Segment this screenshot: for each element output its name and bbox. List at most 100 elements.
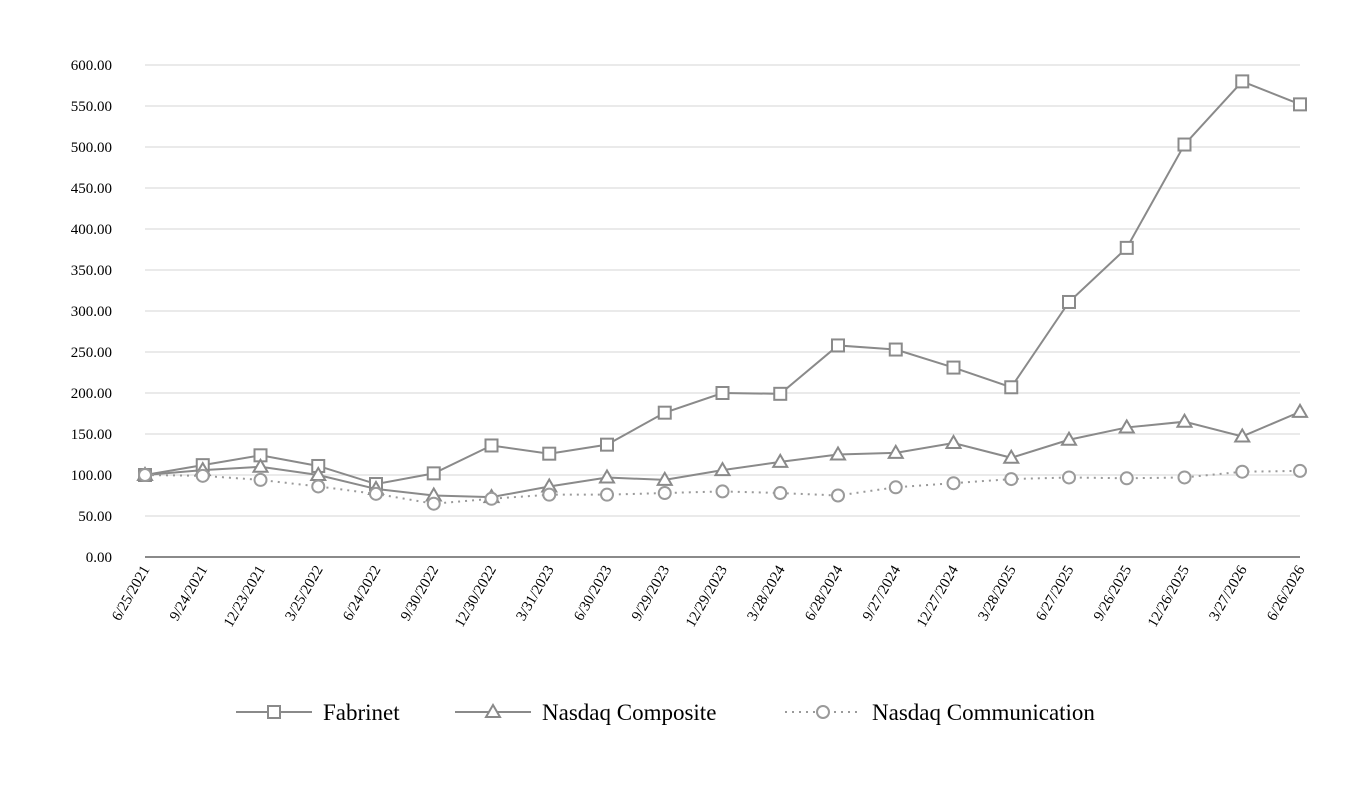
x-tick-label: 6/30/2023 [571, 563, 615, 624]
x-tick-label: 12/26/2025 [1145, 563, 1193, 630]
legend-item: Nasdaq Communication [785, 700, 1095, 725]
data-point [831, 338, 845, 353]
x-tick-label: 3/31/2023 [513, 563, 557, 624]
data-point [484, 438, 499, 453]
legend-item: Fabrinet [236, 700, 400, 725]
x-tick-label: 6/25/2021 [109, 563, 153, 624]
y-tick-label: 500.00 [71, 140, 112, 156]
data-point [1004, 380, 1019, 395]
gridlines [145, 64, 1300, 517]
legend-label: Nasdaq Communication [872, 700, 1095, 725]
data-point [1002, 448, 1020, 464]
data-point [1062, 294, 1076, 309]
y-tick-label: 0.00 [86, 550, 112, 566]
data-point [829, 445, 847, 461]
data-point [1235, 464, 1250, 479]
data-point [831, 488, 845, 503]
data-point [600, 437, 614, 452]
data-point [887, 443, 905, 459]
x-tick-label: 6/26/2026 [1264, 563, 1309, 624]
data-point [1062, 470, 1076, 485]
x-tick-label: 3/28/2024 [744, 563, 789, 624]
data-point [773, 386, 788, 401]
data-point [715, 484, 730, 499]
data-point [311, 479, 326, 494]
data-point [1119, 471, 1134, 486]
data-point [888, 342, 903, 357]
data-point [195, 468, 210, 483]
data-point [1060, 430, 1078, 446]
legend-item: Nasdaq Composite [455, 700, 716, 725]
data-point [656, 470, 674, 486]
data-point [251, 457, 270, 473]
legend-marker [267, 705, 281, 719]
x-tick-label: 12/23/2021 [221, 563, 269, 630]
x-tick-label: 9/30/2022 [398, 563, 442, 624]
x-tick-label: 9/27/2024 [860, 563, 905, 624]
series-triangle [136, 402, 1309, 504]
data-point [138, 468, 152, 482]
series-group [136, 74, 1309, 511]
data-point [426, 466, 441, 481]
x-tick-label: 6/28/2024 [802, 563, 847, 624]
data-point [1235, 74, 1250, 89]
y-tick-label: 400.00 [71, 222, 112, 238]
y-tick-label: 100.00 [71, 468, 112, 484]
data-point [1004, 472, 1019, 487]
x-tick-label: 3/28/2025 [975, 563, 1019, 624]
data-point [598, 468, 616, 484]
x-tick-label: 9/29/2023 [629, 563, 673, 624]
data-point [944, 434, 963, 450]
data-point [1293, 97, 1307, 112]
x-tick-label: 12/27/2024 [914, 563, 962, 631]
x-tick-label: 9/26/2025 [1091, 563, 1135, 624]
y-tick-label: 300.00 [71, 304, 112, 320]
x-tick-label: 12/29/2023 [683, 563, 731, 630]
data-point [1177, 137, 1192, 152]
data-point [369, 486, 383, 501]
legend-label: Fabrinet [323, 700, 400, 725]
x-tick-label: 6/27/2025 [1033, 563, 1077, 624]
data-point [657, 486, 672, 501]
x-tick-label: 3/25/2022 [282, 563, 326, 624]
y-tick-label: 600.00 [71, 58, 112, 74]
data-point [1233, 427, 1251, 443]
data-point [542, 487, 557, 502]
data-point [713, 461, 732, 477]
y-tick-label: 550.00 [71, 99, 112, 115]
y-tick-label: 350.00 [71, 263, 112, 279]
x-tick-label: 12/30/2022 [452, 563, 500, 630]
legend-label: Nasdaq Composite [542, 700, 716, 725]
x-axis-tick-labels: 6/25/2021 9/24/2021 12/23/2021 3/25/2022 6/2… [109, 563, 1309, 631]
x-tick-label: 9/24/2021 [167, 563, 211, 624]
data-point [1293, 463, 1307, 478]
y-tick-label: 150.00 [71, 427, 112, 443]
legend: Fabrinet Nasdaq Composite Nasdaq Communica… [236, 700, 1095, 725]
data-point [771, 452, 789, 468]
y-tick-label: 200.00 [71, 386, 112, 402]
data-point [888, 480, 903, 495]
data-point [946, 360, 961, 375]
data-point [484, 491, 499, 506]
x-tick-label: 3/27/2026 [1206, 563, 1251, 624]
data-point [253, 472, 268, 487]
series-circle [138, 463, 1307, 511]
data-point [542, 446, 557, 461]
data-point [1119, 240, 1134, 255]
x-tick-label: 6/24/2022 [340, 563, 384, 624]
data-point [1175, 412, 1194, 428]
data-point [1118, 418, 1136, 434]
y-tick-label: 50.00 [78, 509, 112, 525]
data-point [600, 487, 614, 502]
data-point [1291, 402, 1309, 418]
data-point [715, 386, 730, 400]
y-tick-label: 250.00 [71, 345, 112, 361]
y-tick-label: 450.00 [71, 181, 112, 197]
data-point [657, 405, 672, 420]
data-point [1177, 470, 1192, 485]
y-axis-tick-labels: 0.00 50.00 100.00 150.00 200.00 250.00 300.00 3… [71, 58, 112, 566]
data-point [426, 496, 441, 511]
data-point [773, 486, 788, 501]
legend-marker [816, 705, 830, 719]
